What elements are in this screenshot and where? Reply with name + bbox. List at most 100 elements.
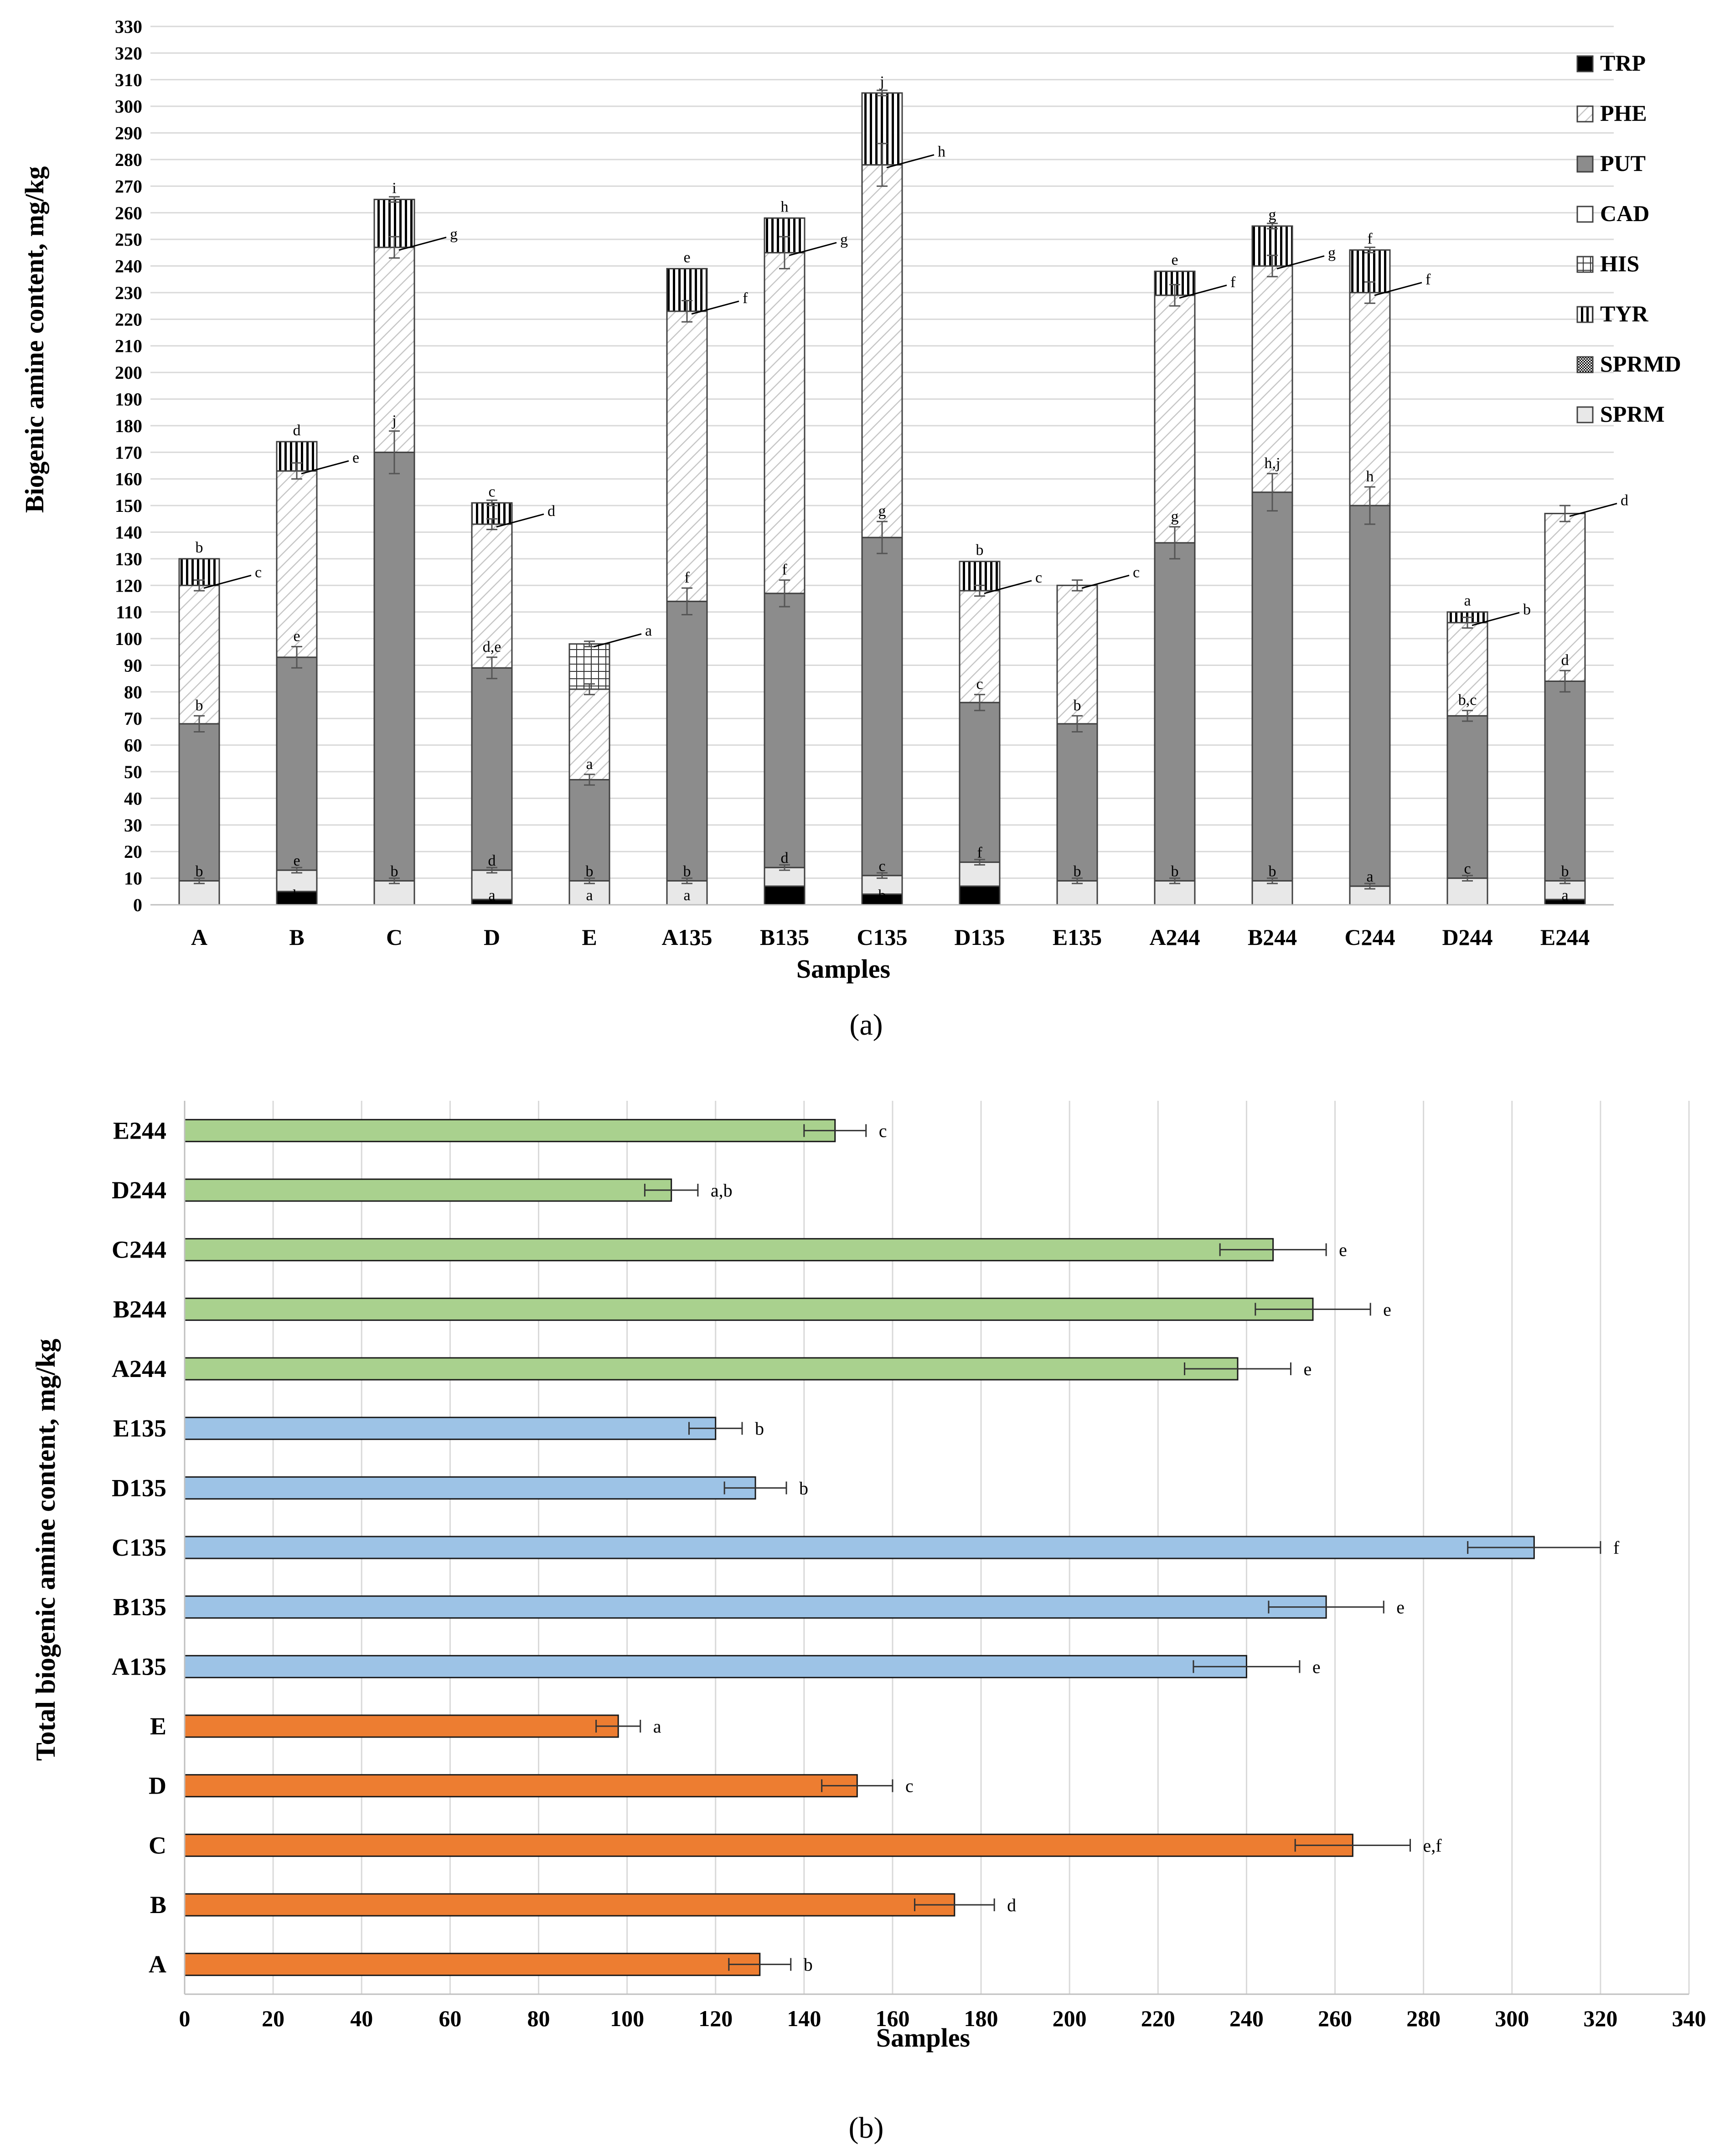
- leader-line: [691, 300, 739, 315]
- significance-letter: e: [293, 628, 300, 645]
- bar-segment-phe: [861, 164, 903, 538]
- significance-letter: c: [905, 1776, 914, 1796]
- x-tick-label: 40: [350, 2006, 373, 2031]
- significance-letter: a,b: [711, 1180, 733, 1201]
- bar: [184, 1714, 619, 1738]
- significance-letter: c: [879, 1120, 887, 1141]
- leader-line: [1081, 574, 1130, 589]
- y-tick-label: B135: [113, 1594, 166, 1621]
- leader-line: [496, 513, 544, 528]
- bar-segment-tyr: [959, 561, 1001, 592]
- x-tick-label: 20: [262, 2006, 284, 2031]
- x-tick-label: 200: [1053, 2006, 1087, 2031]
- bar-segment-put: [666, 600, 708, 882]
- significance-letter: a: [488, 887, 495, 904]
- significance-letter: d: [1007, 1895, 1016, 1915]
- bar: [184, 1119, 836, 1142]
- y-tick-label: 50: [124, 762, 142, 782]
- y-tick-label: A244: [112, 1355, 166, 1382]
- horizontal-bar-chart: b d e,f c a e e f b b e e e a,b c 0 20 40 60 80 100 120 140 16…: [31, 1101, 1706, 2145]
- panel-label: (b): [849, 2111, 884, 2145]
- bar-segment-phe: [1251, 265, 1293, 493]
- bar-segment-sprm: [1446, 877, 1488, 906]
- significance-letter: a: [683, 887, 690, 904]
- x-tick-label: D: [484, 924, 500, 950]
- x-tick-label: 340: [1672, 2006, 1706, 2031]
- significance-letter: c: [1464, 861, 1471, 877]
- x-tick-label: C244: [1344, 924, 1395, 950]
- significance-letter: f: [782, 562, 787, 578]
- significance-letter: j: [392, 413, 396, 429]
- significance-letter: b: [683, 863, 691, 880]
- y-tick-label: 210: [115, 336, 142, 356]
- y-tick-label: 290: [115, 123, 142, 144]
- significance-letter: d: [781, 850, 789, 867]
- legend-swatch-his: [1576, 256, 1594, 273]
- bar-segment-sprm: [1251, 880, 1293, 906]
- significance-letter: i: [392, 180, 396, 197]
- bar-segment-sprm: [959, 861, 1001, 887]
- bar: [184, 1238, 1274, 1262]
- leader-line: [1472, 612, 1520, 626]
- significance-letter: e: [683, 249, 690, 266]
- x-tick-label: 300: [1495, 2006, 1529, 2031]
- bar-segment-sprm: [471, 869, 513, 900]
- significance-letter: h: [938, 144, 945, 160]
- bar-segment-his: [568, 643, 610, 690]
- bar: [184, 1953, 761, 1976]
- leader-line: [398, 237, 447, 251]
- y-tick-label: 270: [115, 176, 142, 196]
- x-axis-title: Samples: [876, 2023, 970, 2053]
- significance-letter: b: [755, 1418, 764, 1439]
- significance-letter: f: [1425, 271, 1431, 288]
- bar-segment-put: [1349, 505, 1391, 887]
- y-tick-label: 260: [115, 203, 142, 223]
- bar-segment-sprm: [276, 869, 318, 892]
- significance-letter: f: [1613, 1537, 1620, 1558]
- legend-swatch-put: [1576, 155, 1594, 173]
- significance-letter: g: [1269, 206, 1276, 223]
- y-tick-label: B244: [113, 1295, 166, 1323]
- bar-segment-put: [959, 701, 1001, 863]
- leader-line: [301, 460, 349, 475]
- legend-label: CAD: [1600, 201, 1649, 226]
- y-tick-label: 70: [124, 708, 142, 729]
- bar: [184, 1595, 1327, 1619]
- y-tick-label: 0: [133, 895, 142, 915]
- significance-letter: f: [684, 569, 690, 586]
- significance-letter: d: [547, 503, 555, 520]
- bar-segment-put: [276, 656, 318, 871]
- y-tick-label: C244: [112, 1236, 166, 1264]
- y-tick-label: B: [150, 1891, 166, 1919]
- x-tick-label: C135: [857, 924, 907, 950]
- legend-label: SPRMD: [1600, 351, 1681, 377]
- significance-letter: e: [352, 449, 359, 466]
- legend: TRP PHE PUT CAD HIS TYR SPRMD SPRM: [1576, 50, 1681, 427]
- significance-letter: f: [977, 845, 982, 861]
- significance-letter: c: [255, 564, 262, 581]
- bar-segment-sprm: [1056, 880, 1098, 906]
- y-tick-label: 180: [115, 416, 142, 436]
- y-tick-label: 40: [124, 788, 142, 809]
- significance-letter: e: [1303, 1359, 1312, 1379]
- significance-letter: b: [293, 887, 301, 904]
- y-tick-label: 280: [115, 150, 142, 170]
- bar: [184, 1833, 1353, 1857]
- legend-label: PHE: [1600, 100, 1647, 126]
- bar-stacks: bbcbbeeedbjgiadd,edcabaaabffedfghbcghjcf…: [178, 73, 1628, 906]
- significance-letter: b: [1561, 863, 1569, 880]
- bar-segment-put: [1056, 723, 1098, 882]
- bar-segment-put: [1446, 715, 1488, 879]
- y-tick-label: C: [149, 1831, 166, 1859]
- bar: [184, 1357, 1239, 1381]
- significance-letter: e: [1171, 252, 1178, 268]
- x-tick-label: B135: [760, 924, 809, 950]
- bar-segment-tyr: [276, 441, 318, 472]
- leader-line: [1374, 282, 1422, 296]
- bar: [184, 1655, 1247, 1678]
- x-tick-label: 320: [1583, 2006, 1617, 2031]
- bar-segment-sprm: [178, 880, 220, 906]
- significance-letter: g: [1171, 508, 1179, 525]
- x-tick-label: A135: [661, 924, 712, 950]
